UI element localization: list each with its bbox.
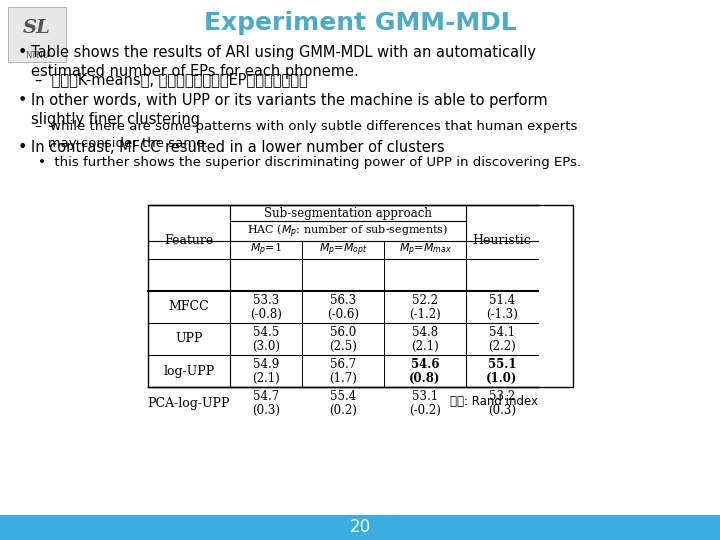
Text: (2.1): (2.1) <box>411 340 439 353</box>
Text: •: • <box>18 93 27 108</box>
Text: 54.9: 54.9 <box>253 357 279 370</box>
Text: Heuristic: Heuristic <box>472 233 531 246</box>
Text: (2.5): (2.5) <box>329 340 357 353</box>
Text: HAC ($M_p$: number of sub-segments): HAC ($M_p$: number of sub-segments) <box>248 222 449 240</box>
Text: 53.3: 53.3 <box>253 294 279 307</box>
Text: 54.1: 54.1 <box>489 326 515 339</box>
Bar <box>8 7 66 62</box>
Text: 53.2: 53.2 <box>489 389 515 402</box>
Text: •: • <box>18 140 27 155</box>
Text: –  效果比K-means差, 原因可能是缺乏對EP數量的專業理解: – 效果比K-means差, 原因可能是缺乏對EP數量的專業理解 <box>35 72 307 87</box>
Text: (1.7): (1.7) <box>329 372 357 384</box>
Text: (-0.2): (-0.2) <box>409 403 441 416</box>
Text: $M_p$=$M_{opt}$: $M_p$=$M_{opt}$ <box>319 242 367 258</box>
Text: (-0.8): (-0.8) <box>250 307 282 321</box>
Text: (2.1): (2.1) <box>252 372 280 384</box>
Text: 54.5: 54.5 <box>253 326 279 339</box>
Text: –  while there are some patterns with only subtle differences that human experts: – while there are some patterns with onl… <box>35 120 577 150</box>
Text: (3.0): (3.0) <box>252 340 280 353</box>
Text: 20: 20 <box>349 518 371 537</box>
Text: Feature: Feature <box>164 233 214 246</box>
Text: 51.4: 51.4 <box>489 294 515 307</box>
Text: 54.7: 54.7 <box>253 389 279 402</box>
Bar <box>0 515 720 540</box>
Text: •: • <box>18 45 27 60</box>
Text: (-1.3): (-1.3) <box>486 307 518 321</box>
Text: (0.3): (0.3) <box>252 403 280 416</box>
Text: 55.4: 55.4 <box>330 389 356 402</box>
Text: In other words, with UPP or its variants the machine is able to perform
slightly: In other words, with UPP or its variants… <box>31 93 548 127</box>
Text: 53.1: 53.1 <box>412 389 438 402</box>
Text: 55.1: 55.1 <box>487 357 516 370</box>
Text: (-1.2): (-1.2) <box>409 307 441 321</box>
Text: (-0.6): (-0.6) <box>327 307 359 321</box>
Text: (0.8): (0.8) <box>409 372 441 384</box>
Text: MFCC: MFCC <box>168 300 210 314</box>
Text: (0.2): (0.2) <box>329 403 357 416</box>
Text: (0.3): (0.3) <box>488 403 516 416</box>
Text: 56.0: 56.0 <box>330 326 356 339</box>
Text: SL: SL <box>23 19 51 37</box>
Text: 52.2: 52.2 <box>412 294 438 307</box>
Text: 54.8: 54.8 <box>412 326 438 339</box>
Text: 54.6: 54.6 <box>410 357 439 370</box>
Text: 56.7: 56.7 <box>330 357 356 370</box>
Bar <box>148 205 573 387</box>
Text: •  this further shows the superior discriminating power of UPP in discovering EP: • this further shows the superior discri… <box>38 156 581 169</box>
Text: Sub-segmentation approach: Sub-segmentation approach <box>264 206 432 219</box>
Text: NTNU: NTNU <box>25 51 49 59</box>
Text: log-UPP: log-UPP <box>163 364 215 377</box>
Text: 單位: Rand index: 單位: Rand index <box>450 395 538 408</box>
Text: Table shows the results of ARI using GMM-MDL with an automatically
estimated num: Table shows the results of ARI using GMM… <box>31 45 536 79</box>
Text: UPP: UPP <box>175 333 203 346</box>
Text: 56.3: 56.3 <box>330 294 356 307</box>
Text: $M_p$=$M_{max}$: $M_p$=$M_{max}$ <box>399 242 451 258</box>
Text: (2.2): (2.2) <box>488 340 516 353</box>
Text: $M_p$=1: $M_p$=1 <box>250 242 282 258</box>
Text: (1.0): (1.0) <box>486 372 518 384</box>
Text: Experiment GMM-MDL: Experiment GMM-MDL <box>204 11 516 35</box>
Text: In contrast, MFCC resulted in a lower number of clusters: In contrast, MFCC resulted in a lower nu… <box>31 140 445 155</box>
Text: PCA-log-UPP: PCA-log-UPP <box>148 396 230 409</box>
